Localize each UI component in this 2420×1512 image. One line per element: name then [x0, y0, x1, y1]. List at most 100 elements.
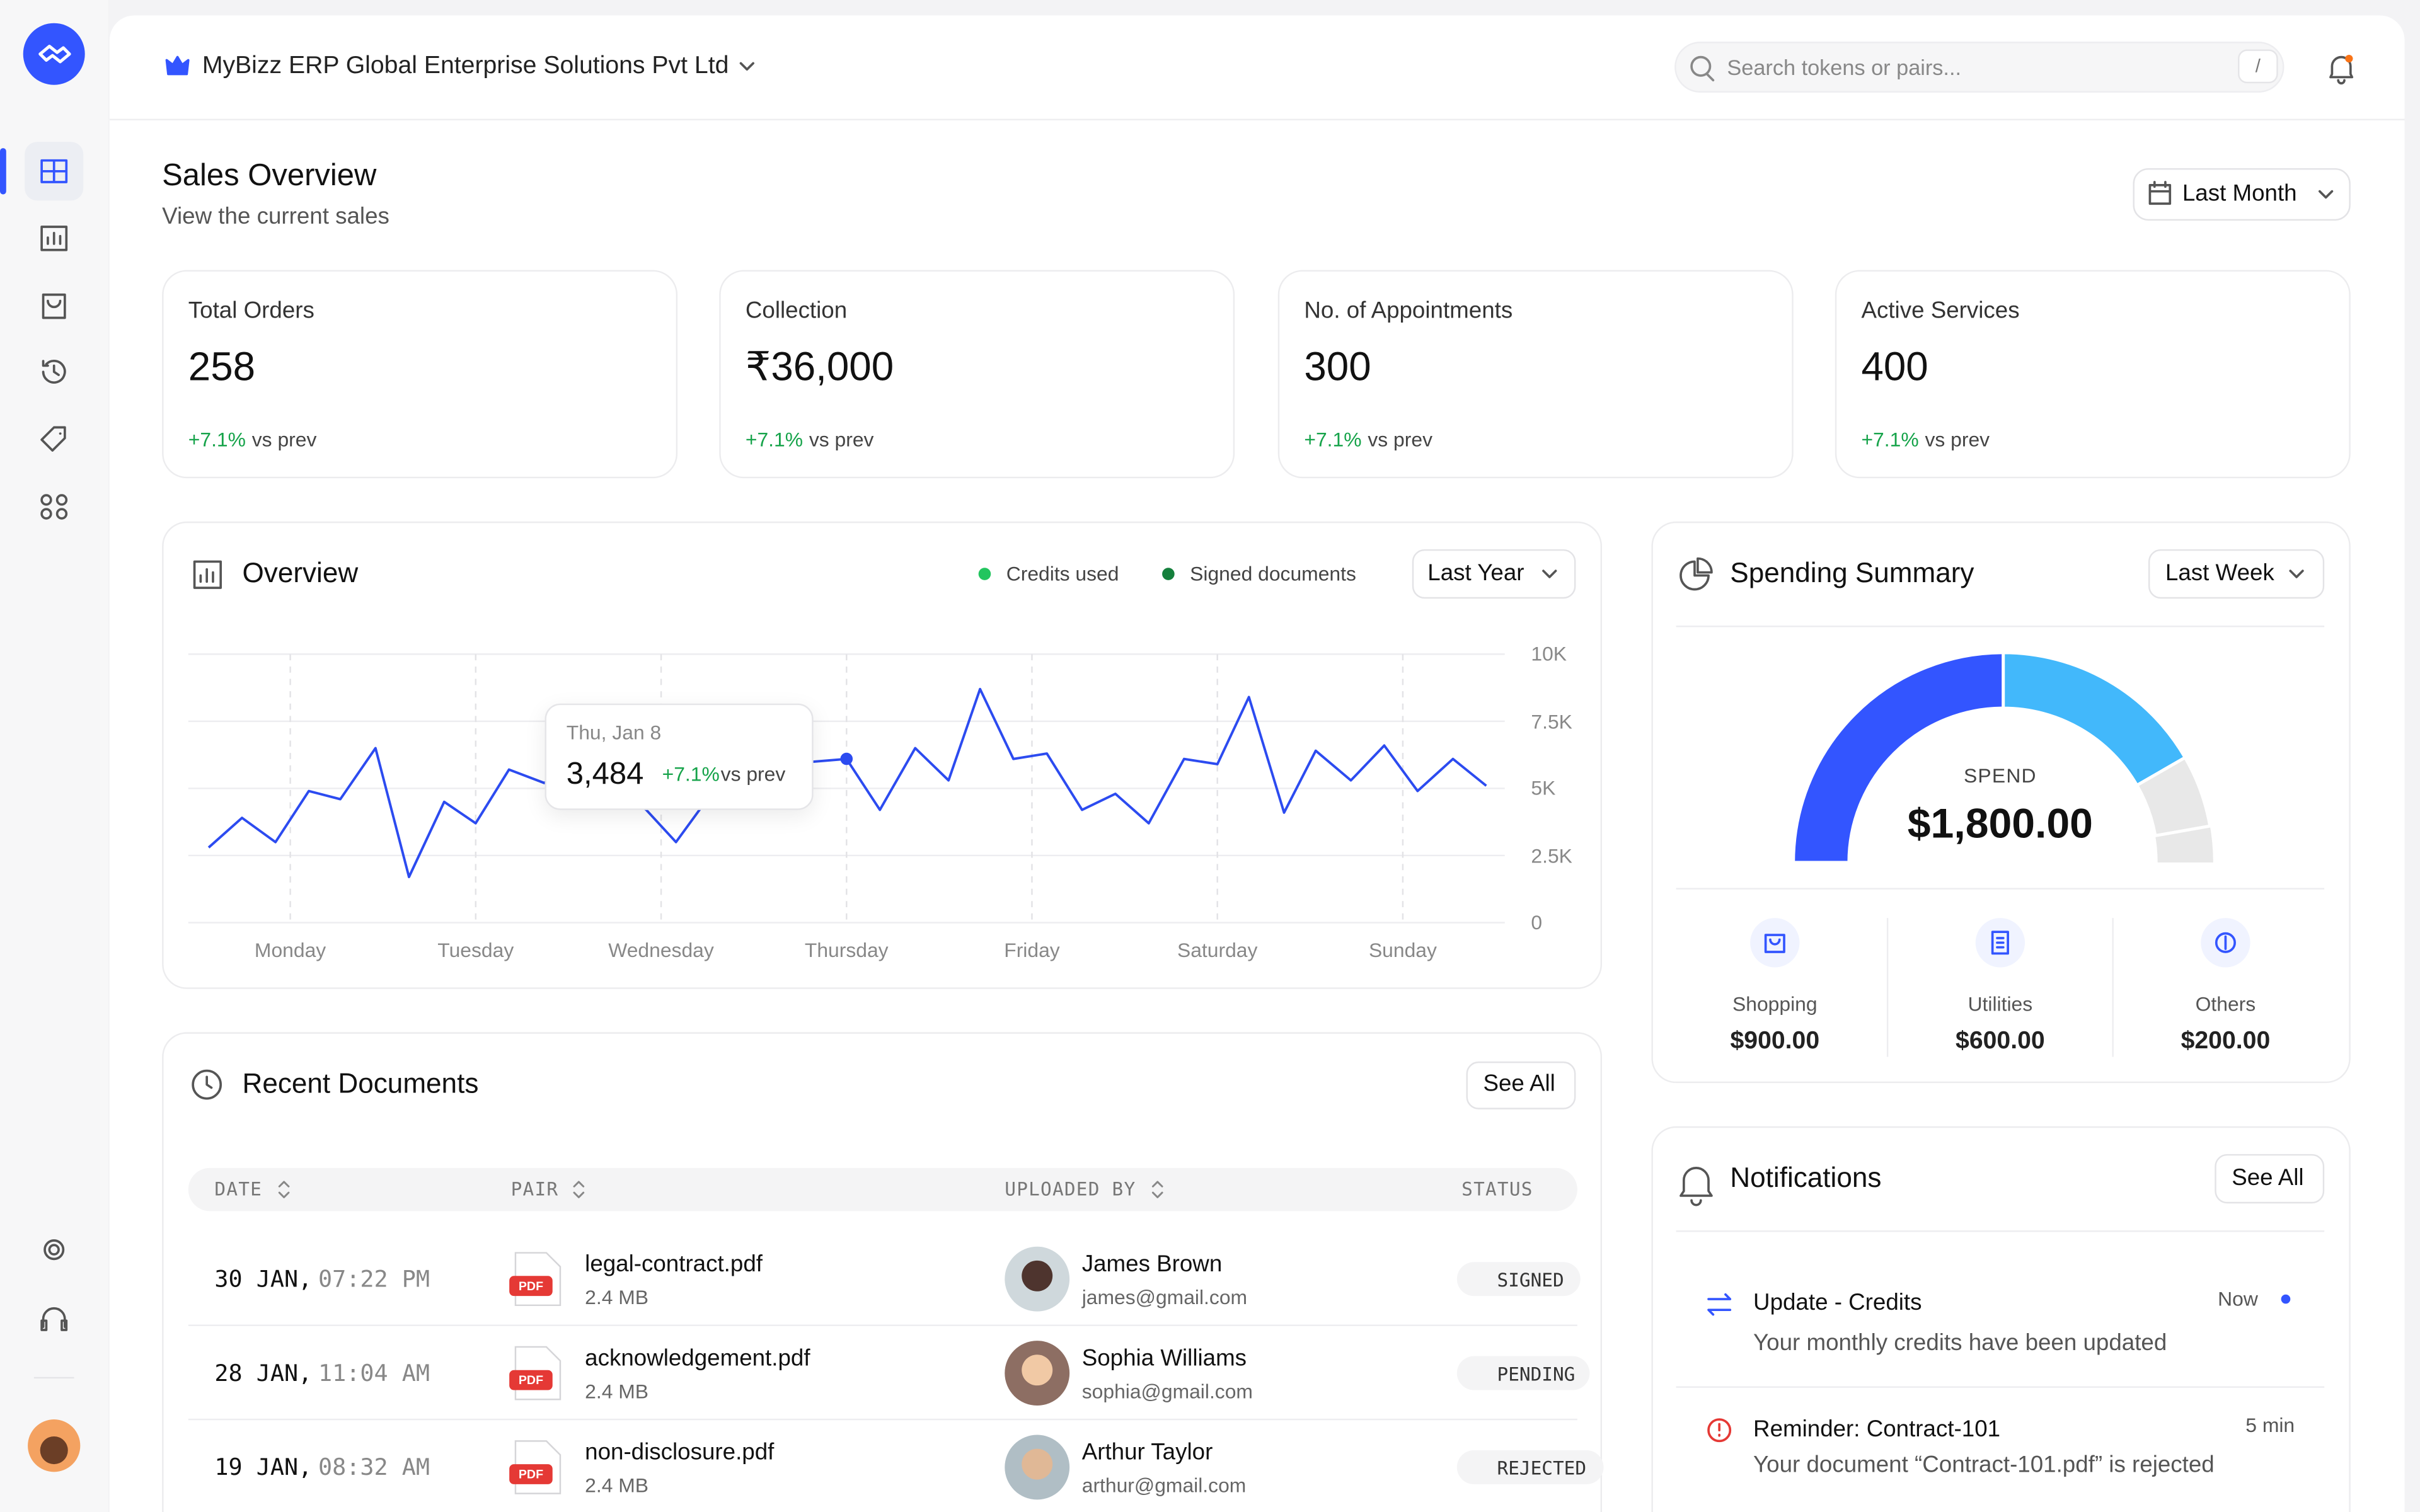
stat-value: 300 — [1304, 343, 1371, 390]
change: +7.1% — [1861, 427, 1919, 451]
file-badge — [509, 1370, 553, 1390]
documents-card — [162, 1032, 1603, 1512]
file-badge-label: PDF — [518, 1467, 544, 1482]
stat-card — [1277, 270, 1794, 479]
suffix: vs prev — [809, 427, 874, 451]
suffix: vs prev — [251, 427, 317, 451]
overview-period-button[interactable] — [1412, 549, 1576, 599]
category-icon — [1991, 931, 2009, 955]
stat-value: ₹36,000 — [745, 343, 894, 390]
status-pill — [1456, 1356, 1590, 1390]
period-dropdown — [2318, 190, 2334, 199]
stat-label: Total Orders — [188, 297, 314, 324]
category-icon — [1764, 934, 1785, 953]
company-dropdown — [739, 62, 754, 71]
y-tick-label: 2.5K — [1531, 843, 1572, 867]
y-tick-label: 5K — [1531, 776, 1556, 800]
status-label: PENDING — [1497, 1363, 1576, 1385]
date: 19 JAN, — [214, 1453, 313, 1482]
time: 11:04 AM — [318, 1359, 430, 1387]
header-divider — [109, 118, 2405, 121]
stat-card — [1835, 270, 2351, 479]
company-name: MyBizz ERP Global Enterprise Solutions P… — [202, 53, 729, 79]
stat-change: +7.1% vs prev — [1861, 428, 1990, 452]
stat-change: +7.1% vs prev — [746, 428, 874, 452]
category-label: Utilities — [1968, 992, 2033, 1016]
y-tick-label: 10K — [1531, 642, 1567, 666]
overview-icon — [193, 560, 222, 589]
page-subtitle: View the current sales — [162, 203, 389, 230]
search-shortcut: / — [2255, 55, 2261, 77]
change: +7.1% — [188, 427, 246, 451]
legend-label: Credits used — [1006, 561, 1119, 585]
legend-label: Signed documents — [1190, 561, 1356, 585]
stat-card — [162, 270, 678, 479]
status-pill — [1456, 1262, 1581, 1297]
notification-icon — [1707, 1418, 1732, 1443]
column-header: UPLOADED BY — [1005, 1178, 1136, 1200]
legend-dot — [978, 568, 991, 580]
nav-reports — [40, 226, 68, 251]
status-label: REJECTED — [1497, 1457, 1587, 1480]
column-header: STATUS — [1461, 1178, 1533, 1200]
gauge-segment — [2135, 755, 2212, 838]
time: 07:22 PM — [318, 1265, 430, 1293]
notification-time: Now — [2218, 1286, 2258, 1310]
column-header: PAIR — [510, 1178, 559, 1200]
category-label: Others — [2195, 992, 2256, 1016]
file-size: 2.4 MB — [585, 1379, 649, 1403]
category-amount: $900.00 — [1730, 1028, 1820, 1055]
file-size: 2.4 MB — [585, 1285, 649, 1309]
notifications-icon — [1680, 1167, 1713, 1206]
date-cell: 28 JAN, 11:04 AM — [214, 1360, 430, 1387]
uploader-email: james@gmail.com — [1081, 1285, 1248, 1309]
nav-orders — [42, 293, 66, 319]
documents-see-all[interactable] — [1466, 1061, 1576, 1109]
overview-period: Last Year — [1427, 559, 1524, 587]
bell-badge — [2345, 54, 2353, 63]
file-badge-label: PDF — [518, 1279, 544, 1293]
uploader-email: sophia@gmail.com — [1081, 1379, 1253, 1403]
notification-icon — [1707, 1293, 1732, 1316]
avatar-face — [1022, 1354, 1053, 1386]
documents-title: Recent Documents — [242, 1068, 479, 1099]
sort-icon — [573, 1181, 585, 1198]
category-label: Shopping — [1732, 992, 1818, 1016]
tooltip-value: 3,484 — [566, 757, 644, 792]
stat-change: +7.1% vs prev — [1304, 428, 1432, 452]
gauge-total: $1,800.00 — [1907, 800, 2093, 847]
uploader-name: Arthur Taylor — [1081, 1439, 1213, 1466]
avatar-face — [1022, 1260, 1053, 1292]
x-tick-label: Saturday — [1177, 938, 1258, 962]
column-header: DATE — [214, 1178, 263, 1200]
tooltip — [544, 703, 814, 810]
stat-label: Collection — [745, 297, 848, 324]
category-amount: $200.00 — [2181, 1028, 2271, 1055]
bell-icon — [2329, 55, 2354, 85]
period-label: Last Month — [2182, 180, 2297, 207]
notification-title: Update - Credits — [1753, 1290, 1922, 1316]
suffix: vs prev — [1368, 427, 1432, 451]
legend-dot — [1162, 568, 1175, 580]
date: 28 JAN, — [214, 1359, 313, 1387]
file-name: non-disclosure.pdf — [585, 1439, 775, 1466]
notifications-see-all[interactable] — [2215, 1154, 2325, 1204]
search-placeholder: Search tokens or pairs... — [1727, 55, 1962, 80]
file-size: 2.4 MB — [585, 1474, 649, 1498]
category-amount: $600.00 — [1956, 1028, 2045, 1055]
file-badge-label: PDF — [518, 1373, 544, 1388]
overview-dropdown — [1542, 570, 1557, 578]
uploader-name: James Brown — [1081, 1251, 1223, 1278]
notification-title: Reminder: Contract-101 — [1753, 1416, 2001, 1443]
user-avatar-face — [40, 1436, 68, 1465]
hover-point — [840, 752, 853, 765]
spending-card — [1651, 521, 2351, 1084]
notification-text: Your monthly credits have been updated — [1753, 1330, 2167, 1356]
calendar-icon — [2148, 181, 2172, 205]
notification-text: Your document “Contract-101.pdf” is reje… — [1753, 1452, 2215, 1479]
documents-action: See All — [1483, 1070, 1555, 1097]
search-box[interactable] — [1674, 42, 2285, 93]
line-series — [207, 687, 1487, 878]
